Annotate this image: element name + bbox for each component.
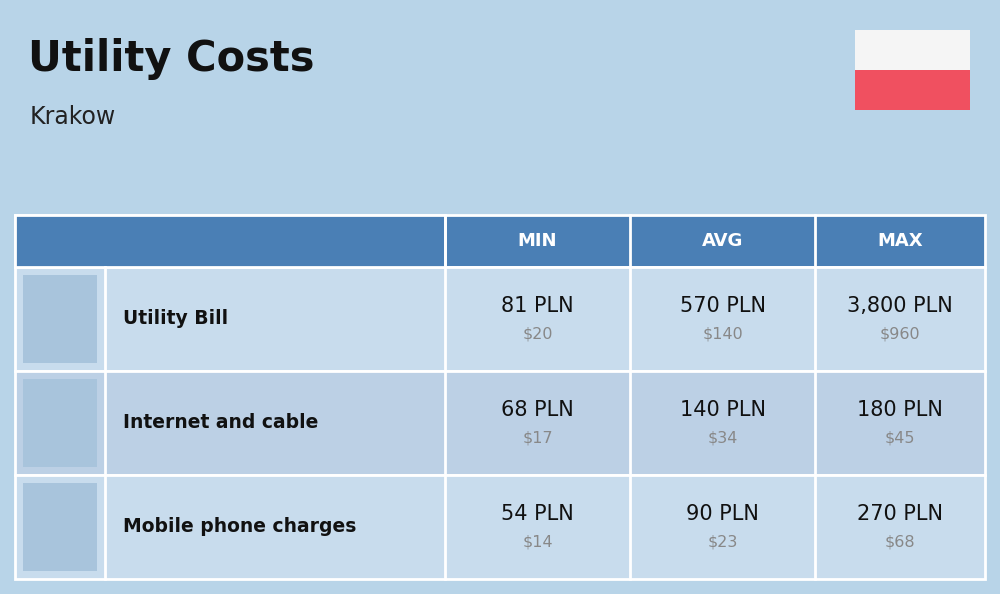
Text: $140: $140 bbox=[702, 327, 743, 342]
Text: AVG: AVG bbox=[702, 232, 743, 250]
Text: 68 PLN: 68 PLN bbox=[501, 400, 574, 420]
Text: 570 PLN: 570 PLN bbox=[680, 296, 766, 316]
Bar bbox=[15, 215, 445, 267]
Text: 90 PLN: 90 PLN bbox=[686, 504, 759, 524]
Bar bbox=[15, 267, 985, 371]
Bar bbox=[15, 475, 985, 579]
Bar bbox=[23, 483, 97, 571]
Text: $20: $20 bbox=[522, 327, 553, 342]
Text: MAX: MAX bbox=[877, 232, 923, 250]
Text: $17: $17 bbox=[522, 431, 553, 446]
Text: MIN: MIN bbox=[518, 232, 557, 250]
Text: Krakow: Krakow bbox=[30, 105, 116, 129]
Bar bbox=[855, 30, 970, 70]
Text: $45: $45 bbox=[885, 431, 915, 446]
Bar bbox=[23, 379, 97, 467]
Text: 270 PLN: 270 PLN bbox=[857, 504, 943, 524]
Text: 180 PLN: 180 PLN bbox=[857, 400, 943, 420]
Text: Utility Costs: Utility Costs bbox=[28, 38, 314, 80]
Text: $14: $14 bbox=[522, 535, 553, 549]
Text: Utility Bill: Utility Bill bbox=[123, 309, 228, 328]
Text: Internet and cable: Internet and cable bbox=[123, 413, 318, 432]
Text: 3,800 PLN: 3,800 PLN bbox=[847, 296, 953, 316]
Text: $23: $23 bbox=[707, 535, 738, 549]
Text: Mobile phone charges: Mobile phone charges bbox=[123, 517, 356, 536]
Text: 140 PLN: 140 PLN bbox=[680, 400, 766, 420]
Text: 54 PLN: 54 PLN bbox=[501, 504, 574, 524]
Text: $68: $68 bbox=[885, 535, 915, 549]
Bar bbox=[15, 371, 985, 475]
Text: $34: $34 bbox=[707, 431, 738, 446]
Bar bbox=[23, 275, 97, 363]
Text: 81 PLN: 81 PLN bbox=[501, 296, 574, 316]
Text: $960: $960 bbox=[880, 327, 920, 342]
Bar bbox=[15, 215, 985, 267]
Bar bbox=[855, 70, 970, 110]
